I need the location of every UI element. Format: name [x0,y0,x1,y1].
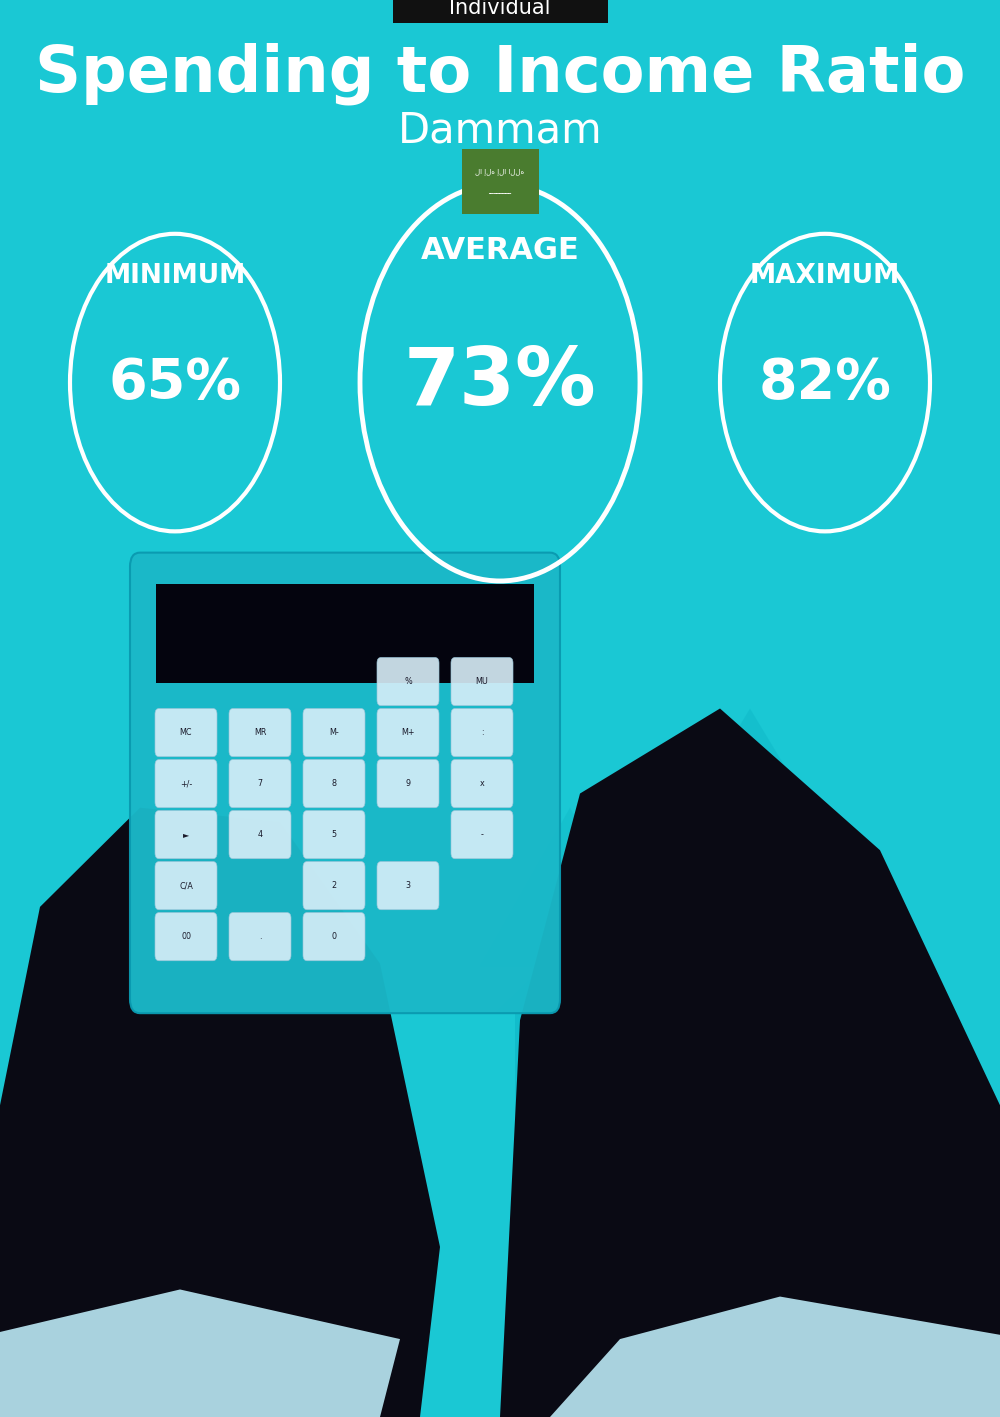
Text: MAXIMUM: MAXIMUM [750,264,900,289]
Text: $: $ [788,1135,802,1155]
Text: +/-: +/- [180,779,192,788]
Text: MR: MR [254,728,266,737]
FancyBboxPatch shape [714,925,746,1013]
Text: -: - [481,830,483,839]
FancyBboxPatch shape [229,811,291,859]
Text: Dammam: Dammam [398,109,602,152]
FancyBboxPatch shape [130,553,560,1013]
Circle shape [743,1067,847,1214]
Text: ►: ► [183,830,189,839]
Circle shape [808,1098,948,1297]
Text: 9: 9 [405,779,411,788]
FancyBboxPatch shape [785,1058,805,1073]
Polygon shape [550,1297,1000,1417]
FancyBboxPatch shape [155,862,217,910]
FancyBboxPatch shape [750,1246,880,1260]
FancyBboxPatch shape [155,913,217,961]
FancyBboxPatch shape [515,1013,775,1318]
Text: Individual: Individual [449,0,551,18]
Polygon shape [500,708,1000,1417]
FancyBboxPatch shape [155,811,217,859]
Text: :: : [481,728,483,737]
FancyBboxPatch shape [303,913,365,961]
Text: 0: 0 [331,932,336,941]
Text: 7: 7 [257,779,263,788]
FancyBboxPatch shape [451,657,513,706]
Polygon shape [480,808,660,1204]
Text: 4: 4 [258,830,262,839]
FancyBboxPatch shape [156,584,534,683]
Text: 00: 00 [181,932,191,941]
FancyBboxPatch shape [750,1229,880,1243]
FancyBboxPatch shape [582,1155,654,1318]
Text: ━━━━━━━━: ━━━━━━━━ [488,190,512,196]
FancyBboxPatch shape [303,708,365,757]
Text: 3: 3 [406,881,411,890]
FancyBboxPatch shape [377,708,439,757]
FancyBboxPatch shape [377,760,439,808]
Text: 73%: 73% [404,343,596,422]
Text: $: $ [867,1190,889,1219]
FancyBboxPatch shape [377,657,439,706]
FancyBboxPatch shape [155,760,217,808]
FancyBboxPatch shape [750,1280,880,1294]
Text: MU: MU [476,677,488,686]
FancyBboxPatch shape [750,1263,880,1277]
FancyBboxPatch shape [229,708,291,757]
FancyBboxPatch shape [303,811,365,859]
Text: %: % [404,677,412,686]
Text: MINIMUM: MINIMUM [104,264,246,289]
Text: x: x [480,779,484,788]
FancyBboxPatch shape [303,760,365,808]
Text: 2: 2 [331,881,337,890]
Text: Spending to Income Ratio: Spending to Income Ratio [35,43,965,105]
Text: 65%: 65% [108,356,242,410]
Text: لا إله إلا الله: لا إله إلا الله [475,169,525,174]
FancyBboxPatch shape [303,862,365,910]
Text: 8: 8 [331,779,336,788]
Polygon shape [0,808,440,1417]
FancyBboxPatch shape [750,1212,880,1226]
FancyBboxPatch shape [864,1087,892,1104]
Text: M+: M+ [401,728,415,737]
FancyBboxPatch shape [451,760,513,808]
Text: 5: 5 [331,830,337,839]
Polygon shape [495,871,795,1013]
FancyBboxPatch shape [462,149,538,214]
Text: C/A: C/A [179,881,193,890]
FancyBboxPatch shape [377,862,439,910]
Text: 82%: 82% [759,356,891,410]
FancyBboxPatch shape [451,811,513,859]
Text: M-: M- [329,728,339,737]
Polygon shape [620,708,880,1247]
FancyBboxPatch shape [392,0,608,23]
FancyBboxPatch shape [229,760,291,808]
FancyBboxPatch shape [750,1297,880,1311]
Text: MC: MC [180,728,192,737]
Polygon shape [0,1289,400,1417]
Text: .: . [259,932,261,941]
Text: AVERAGE: AVERAGE [421,237,579,265]
FancyBboxPatch shape [451,708,513,757]
FancyBboxPatch shape [229,913,291,961]
FancyBboxPatch shape [155,708,217,757]
